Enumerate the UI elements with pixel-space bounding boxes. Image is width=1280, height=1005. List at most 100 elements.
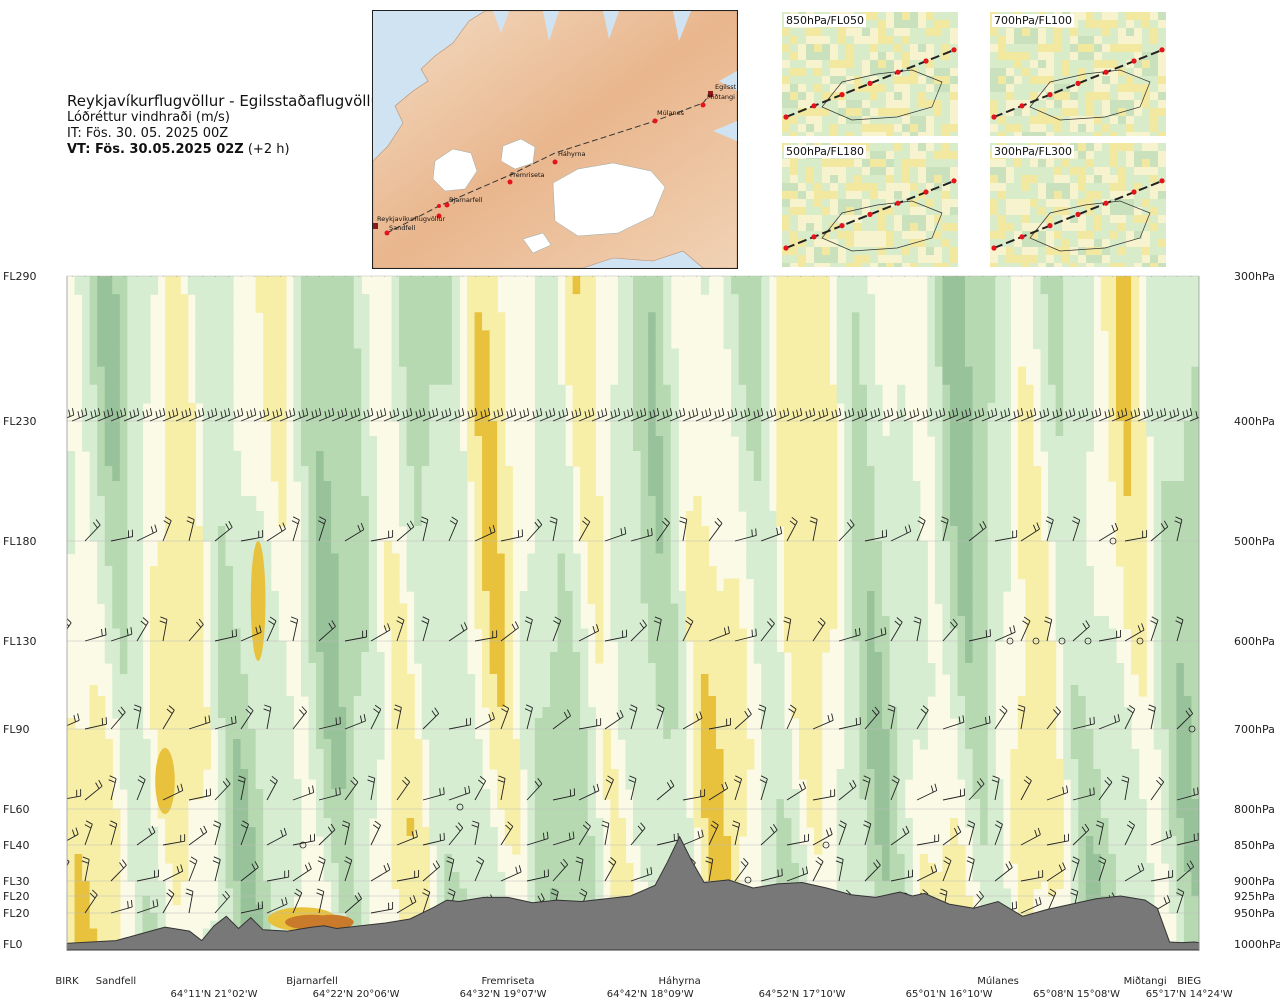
mini-map-cell	[926, 52, 935, 61]
wind-field-cell	[353, 913, 362, 922]
mini-map-cell	[1150, 84, 1159, 93]
wind-field-cell	[263, 759, 272, 770]
mini-map-waypoint	[991, 245, 997, 251]
mini-map-cell	[1126, 167, 1135, 176]
wind-field-cell	[270, 591, 279, 605]
wind-field-cell	[67, 888, 76, 897]
mini-map-cell	[1142, 124, 1151, 133]
mini-map-cell	[1110, 215, 1119, 224]
wind-field-cell	[663, 591, 672, 605]
mini-map-cell	[1054, 175, 1063, 184]
wind-field-cell	[202, 481, 211, 497]
mini-map-cell	[862, 199, 871, 208]
wind-field-cell	[233, 739, 242, 750]
mini-map-cell	[1014, 247, 1023, 256]
wind-field-cell	[610, 526, 619, 542]
wind-field-cell	[316, 769, 325, 780]
wind-field-cell	[466, 294, 476, 313]
wind-field-cell	[580, 707, 589, 719]
wind-field-cell	[240, 628, 249, 642]
wind-field-cell	[512, 799, 521, 810]
mini-map-cell	[1070, 143, 1079, 152]
wind-field-cell	[474, 294, 483, 313]
wind-field-cell	[617, 696, 627, 708]
mini-map-cell	[830, 255, 839, 264]
wind-field-cell	[489, 436, 498, 452]
wind-field-cell	[655, 366, 664, 386]
mini-map-cell	[838, 116, 847, 125]
mini-map-cell	[934, 255, 943, 264]
wind-field-cell	[580, 421, 589, 437]
wind-field-cell	[217, 739, 227, 750]
mini-map-cell	[1078, 36, 1087, 45]
wind-field-cell	[391, 854, 400, 864]
mini-map-cell	[1102, 167, 1111, 176]
mini-map-cell	[886, 28, 895, 37]
wind-field-cell	[104, 578, 113, 592]
wind-field-cell	[406, 276, 415, 295]
mini-map-cell	[886, 223, 895, 232]
mini-map-cell	[870, 167, 879, 176]
mini-map-cell	[1038, 207, 1047, 216]
wind-field-cell	[142, 845, 151, 855]
mini-map-cell	[902, 44, 911, 53]
mini-map-cell	[926, 143, 935, 152]
wind-field-cell	[89, 888, 98, 897]
wind-field-cell	[263, 896, 272, 906]
mini-map-cell	[1110, 44, 1119, 53]
mini-map-cell	[1070, 175, 1079, 184]
wind-field-cell	[195, 628, 204, 642]
wind-field-cell	[217, 863, 227, 873]
wind-field-cell	[240, 603, 249, 617]
mini-map-cell	[910, 20, 919, 29]
wind-field-cell	[421, 652, 430, 664]
wind-field-cell	[278, 904, 287, 914]
mini-map-cell	[918, 108, 927, 117]
wind-field-cell	[323, 451, 332, 467]
wind-field-cell	[587, 591, 596, 605]
mini-map-cell	[1142, 60, 1151, 69]
wind-field-cell	[640, 511, 649, 527]
wind-field-cell	[655, 466, 664, 482]
wind-field-cell	[640, 276, 649, 295]
mini-map-coastline	[1029, 200, 1151, 252]
wind-field-cell	[504, 566, 513, 580]
mini-map-cell	[870, 76, 879, 85]
wind-field-cell	[648, 789, 657, 800]
mini-map-cell	[998, 108, 1007, 117]
wind-field-cell	[112, 451, 121, 467]
wind-field-cell	[459, 466, 468, 482]
wind-field-cell	[399, 466, 408, 482]
wind-field-cell	[482, 436, 491, 452]
wind-field-cell	[459, 799, 468, 810]
mini-map-cell	[1070, 199, 1079, 208]
mini-map-cell	[998, 124, 1007, 133]
wind-field-cell	[97, 759, 106, 770]
wind-field-cell	[368, 451, 378, 467]
mini-map-cell	[886, 151, 895, 160]
wind-field-cell	[670, 799, 679, 810]
mini-map-cell	[1030, 255, 1039, 264]
wind-field-cell	[625, 718, 634, 730]
wind-field-cell	[444, 739, 453, 750]
wind-field-cell	[248, 541, 257, 555]
wind-field-cell	[451, 707, 461, 719]
mini-map-cell	[950, 215, 958, 224]
wind-field-cell	[459, 818, 468, 828]
mini-map-cell	[1102, 124, 1111, 133]
wind-field-cell	[663, 799, 672, 810]
wind-field-cell	[353, 759, 362, 770]
wind-field-cell	[565, 696, 574, 708]
wind-field-cell	[263, 729, 272, 740]
wind-field-cell	[640, 628, 649, 642]
mini-map-cell	[886, 215, 895, 224]
mini-map-cell	[830, 28, 839, 37]
wind-field-cell	[399, 896, 408, 906]
wind-field-cell	[625, 863, 634, 873]
mini-map-cell	[1102, 255, 1111, 264]
mini-map-cell	[854, 247, 863, 256]
wind-field-cell	[361, 566, 370, 580]
wind-field-cell	[165, 553, 174, 567]
wind-field-cell	[549, 888, 559, 897]
wind-field-cell	[587, 366, 596, 386]
